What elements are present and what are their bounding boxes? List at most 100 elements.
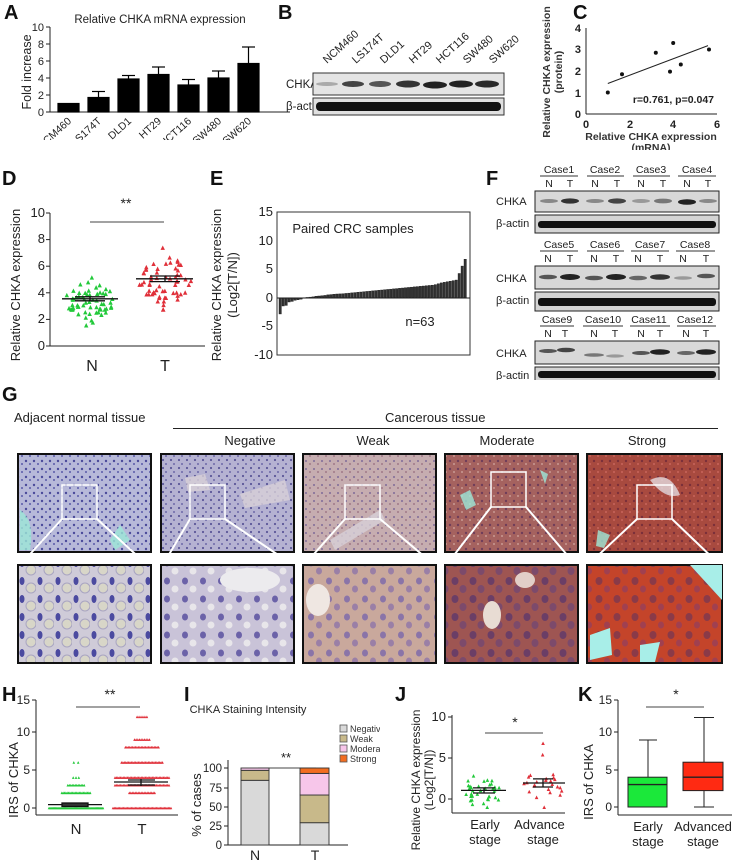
svg-text:SW480: SW480 [190,115,224,140]
svg-text:*: * [512,714,518,730]
svg-text:6: 6 [38,258,45,273]
svg-text:0: 0 [605,800,612,814]
svg-text:2: 2 [575,66,581,78]
svg-text:T: T [567,253,574,265]
svg-text:Paired CRC samples: Paired CRC samples [292,221,414,236]
panel-label-g: G [2,384,18,406]
svg-text:T: T [160,358,170,375]
svg-text:Case5: Case5 [544,239,575,251]
svg-text:Relative CHKA expression: Relative CHKA expression [585,131,717,143]
panel-label-b: B [278,2,293,24]
svg-text:n=63: n=63 [405,314,434,329]
svg-text:T: T [612,328,619,340]
svg-text:10: 10 [599,725,613,739]
panel-d-dot-plot: Relative CHKA expression 0 2 4 6 8 10 ** [8,195,205,375]
svg-text:10: 10 [259,233,273,248]
panel-c-scatter: Relative CHKA expression (protein) 0 1 2… [541,6,720,150]
svg-text:HT29: HT29 [407,39,435,66]
panel-label-i: I [184,684,190,706]
panel-i-stacked-bar: CHKA Staining Intensity % of cases 0 25 … [189,704,380,863]
svg-text:Case4: Case4 [682,164,713,176]
svg-text:0: 0 [575,109,581,121]
svg-text:**: ** [105,686,116,702]
svg-text:8: 8 [38,39,44,51]
svg-text:β-actin: β-actin [286,101,321,113]
svg-text:N: N [250,847,260,863]
svg-text:Case8: Case8 [680,239,711,251]
g-col-weak: Weak [356,433,390,448]
svg-text:4: 4 [575,23,582,35]
g-normal-label: Adjacent normal tissue [14,410,146,425]
svg-text:Case9: Case9 [542,314,573,326]
svg-text:15: 15 [259,204,273,219]
panel-label-d: D [2,168,17,190]
svg-text:N: N [71,821,82,838]
svg-text:*: * [673,686,679,702]
svg-text:1: 1 [575,88,581,100]
bottom-row-top-overlay: 15 ** 15 * [17,686,704,715]
svg-text:T: T [567,178,574,190]
svg-text:CHKA: CHKA [496,273,527,285]
panel-e-waterfall-bar: Relative CHKA expression (Log2[T/N]) -10… [209,204,471,362]
svg-text:Case12: Case12 [677,314,713,326]
svg-text:10: 10 [31,205,45,220]
panel-j-dot-plot: Relative CHKA expression (Log2[T/N]) 0 5… [409,709,565,850]
svg-text:N: N [634,253,642,265]
svg-text:0: 0 [38,338,45,353]
svg-text:SW620: SW620 [220,115,254,140]
svg-text:Strong: Strong [350,754,377,764]
svg-text:N: N [590,253,598,265]
svg-text:100: 100 [203,763,222,775]
svg-text:N: N [591,178,599,190]
svg-text:IRS of CHKA: IRS of CHKA [6,742,21,818]
svg-text:(Log2[T/N]): (Log2[T/N]) [225,252,240,318]
svg-text:0: 0 [38,107,44,119]
svg-text:0: 0 [439,791,446,806]
svg-text:CHKA Staining Intensity: CHKA Staining Intensity [190,704,307,716]
svg-text:Early: Early [470,817,500,832]
svg-text:stage: stage [687,834,719,849]
panel-h-dot-plot: IRS of CHKA 0 5 10 15 ** N T [6,700,178,838]
panel-label-e: E [210,168,224,190]
svg-text:15: 15 [17,693,31,707]
svg-text:N: N [544,253,552,265]
svg-text:T: T [703,328,710,340]
panel-g-ihc-images [17,453,723,664]
svg-text:0: 0 [216,840,222,852]
svg-text:N: N [683,178,691,190]
svg-text:β-actin: β-actin [496,295,529,307]
svg-text:8: 8 [38,231,45,246]
svg-text:**: ** [281,750,291,765]
panel-b-western-blot: NCM460 LS174T DLD1 HT29 HCT116 SW480 SW6… [286,28,522,116]
svg-text:6: 6 [38,56,44,68]
svg-text:Moderate: Moderate [350,744,380,754]
svg-text:stage: stage [632,834,664,849]
svg-text:N: N [637,178,645,190]
svg-text:Case3: Case3 [636,164,667,176]
svg-text:4: 4 [38,73,44,85]
svg-text:LS174T: LS174T [69,115,105,140]
g-divider [173,428,718,429]
svg-text:N: N [86,358,98,375]
svg-text:Case10: Case10 [585,314,621,326]
svg-text:T: T [614,178,621,190]
svg-text:25: 25 [209,821,222,833]
svg-text:10: 10 [32,22,44,34]
panel-label-a2: A [4,2,19,24]
svg-text:2: 2 [38,311,45,326]
svg-text:CHKA: CHKA [496,196,527,208]
svg-text:T: T [613,253,620,265]
svg-text:T: T [660,178,667,190]
g-col-strong: Strong [627,433,667,448]
svg-text:3: 3 [575,44,581,56]
svg-text:Negative: Negative [350,724,380,734]
panel-a-chart: Relative CHKA mRNA expression Fold incre… [0,0,300,140]
svg-text:CHKA: CHKA [496,348,527,360]
svg-text:(Log2[T/N]): (Log2[T/N]) [422,750,436,811]
svg-text:T: T [657,328,664,340]
svg-text:Case11: Case11 [631,314,667,326]
g-cancer-label: Cancerous tissue [385,410,486,425]
svg-text:DLD1: DLD1 [106,115,134,140]
svg-text:Case1: Case1 [544,164,575,176]
